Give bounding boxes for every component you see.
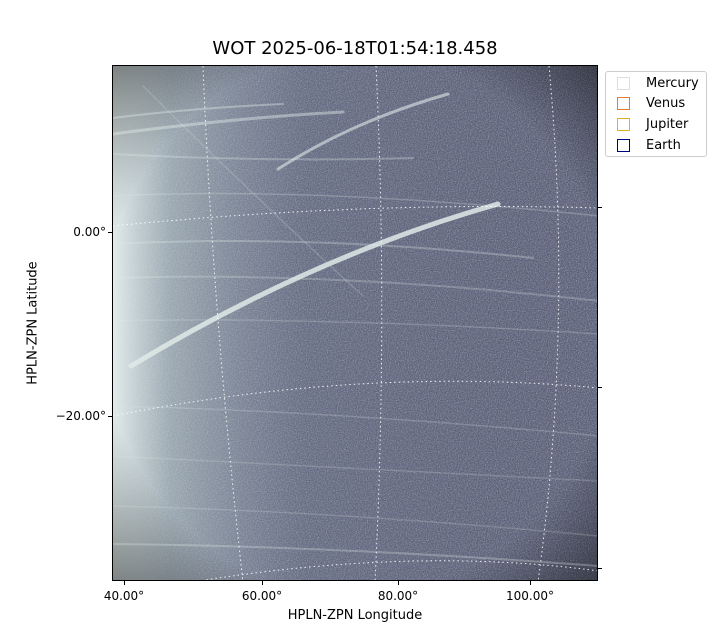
figure-title: WOT 2025-06-18T01:54:18.458	[212, 38, 498, 59]
legend-label: Jupiter	[646, 116, 689, 132]
x-tick-label: 100.00°	[506, 589, 554, 603]
legend-swatch	[617, 138, 630, 152]
y-tickmark	[108, 416, 112, 417]
x-tickmark	[530, 581, 531, 585]
legend-item-earth: Earth	[617, 137, 681, 153]
legend-swatch	[617, 96, 630, 110]
legend-label: Mercury	[646, 75, 699, 91]
right-tickmark	[598, 387, 602, 388]
legend-swatch	[617, 117, 630, 131]
legend: Mercury Venus Jupiter Earth	[605, 71, 707, 157]
legend-swatch	[617, 76, 630, 90]
x-tickmark	[262, 581, 263, 585]
right-tickmark	[598, 207, 602, 208]
x-tickmark	[124, 581, 125, 585]
y-axis-label: HPLN-ZPN Latitude	[25, 261, 41, 385]
y-tickmark	[108, 232, 112, 233]
x-tick-label: 60.00°	[241, 589, 283, 603]
x-tick-label: 80.00°	[377, 589, 419, 603]
x-tickmark	[398, 581, 399, 585]
legend-item-jupiter: Jupiter	[617, 116, 688, 132]
x-axis-label: HPLN-ZPN Longitude	[287, 608, 423, 623]
legend-item-mercury: Mercury	[617, 75, 699, 91]
legend-label: Venus	[646, 95, 686, 111]
right-tickmark	[598, 568, 602, 569]
sky-image	[113, 66, 597, 580]
legend-item-venus: Venus	[617, 95, 685, 111]
x-tick-label: 40.00°	[103, 589, 145, 603]
legend-label: Earth	[646, 137, 681, 153]
y-tick-label: −20.00°	[55, 409, 106, 423]
y-tick-label: 0.00°	[73, 225, 106, 239]
heliospheric-image	[112, 65, 598, 581]
